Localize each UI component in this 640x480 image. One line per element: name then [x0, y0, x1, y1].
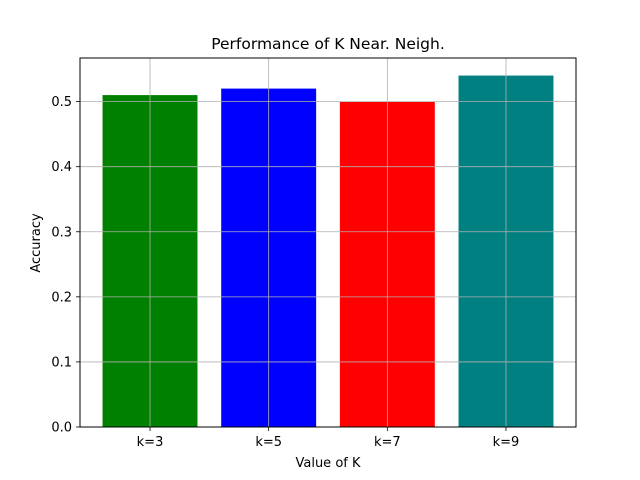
x-tick-label: k=3 — [137, 435, 164, 450]
axes-frame — [79, 57, 577, 428]
y-tick-label: 0.5 — [51, 95, 72, 110]
y-tick-label: 0.0 — [51, 421, 72, 436]
x-tick-label: k=9 — [493, 435, 520, 450]
plot-area: k=3 k=5 k=7 k=9 0.0 0.1 0.2 0.3 0.4 0.5 — [51, 57, 577, 450]
x-tick-label: k=7 — [374, 435, 401, 450]
x-axis-label: Value of K — [295, 456, 360, 471]
y-tick-label: 0.2 — [51, 290, 72, 305]
chart-title: Performance of K Near. Neigh. — [211, 35, 445, 53]
y-tick-label: 0.4 — [51, 160, 72, 175]
y-axis-label: Accuracy — [29, 213, 44, 273]
x-tick-label: k=5 — [255, 435, 282, 450]
y-tick-label: 0.3 — [51, 225, 72, 240]
y-tick-label: 0.1 — [51, 355, 72, 370]
